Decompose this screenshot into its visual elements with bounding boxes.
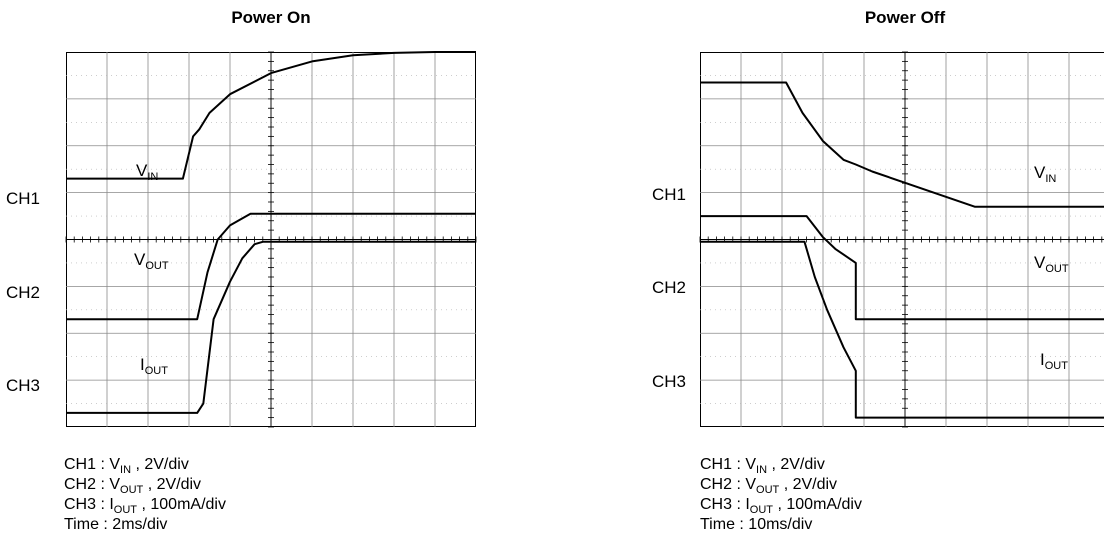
ch3-label: CH3 [652,372,687,391]
legend-rest: , 2V/div [131,456,189,473]
legend-sub: OUT [749,504,774,516]
trace-label-vin: VIN [136,161,159,183]
legend-row: Time : 2ms/div [64,515,226,535]
legend-sub: IN [120,464,132,476]
legend: CH1 : VIN , 2V/div CH2 : VOUT , 2V/div C… [64,455,226,535]
chart-title: Power Off [864,8,946,27]
legend-row: Time : 10ms/div [700,515,862,535]
trace-label-main: I [1040,350,1045,369]
ch1-label: CH1 [652,185,687,204]
trace-vout [66,212,476,321]
legend-prefix: CH3 : [700,496,746,513]
oscilloscope-plot [65,51,477,428]
legend-prefix: Time : 2ms/div [64,516,168,533]
legend-row: CH3 : IOUT , 100mA/div [64,495,226,516]
legend-sub: IN [756,464,768,476]
legend-prefix: Time : 10ms/div [700,516,813,533]
legend-rest: , 100mA/div [773,496,862,513]
legend-row: CH1 : VIN , 2V/div [700,455,862,476]
legend-rest: , 2V/div [143,476,202,493]
legend-row: CH1 : VIN , 2V/div [64,455,226,476]
trace-label-vout: VOUT [134,250,169,272]
trace-label-vout: VOUT [1034,253,1069,275]
trace-vin [66,51,476,180]
legend-row: CH2 : VOUT , 2V/div [700,475,862,496]
trace-label-iout: IOUT [140,355,168,377]
ch2-label: CH2 [6,283,41,302]
trace-label-iout: IOUT [1040,350,1068,372]
legend-main: V [745,456,757,473]
legend-row: CH3 : IOUT , 100mA/div [700,495,862,516]
trace-label-main: V [136,161,148,180]
legend-sub: OUT [120,484,144,496]
trace-label-sub: IN [147,171,159,183]
legend-main: V [109,476,121,493]
ch2-label: CH2 [652,278,687,297]
legend-prefix: CH2 : [64,476,110,493]
plot-area [65,51,477,428]
legend-main: I [745,496,750,513]
legend-sub: OUT [113,504,138,516]
legend: CH1 : VIN , 2V/div CH2 : VOUT , 2V/div C… [700,455,862,535]
legend-prefix: CH2 : [700,476,746,493]
legend-rest: , 2V/div [779,476,838,493]
trace-label-sub: IN [1045,173,1057,185]
chart-title: Power On [231,8,311,27]
trace-label-main: I [140,355,145,374]
legend-main: I [109,496,114,513]
trace-vin [700,81,1104,208]
ch1-label: CH1 [6,189,41,208]
plot-area [699,51,1104,428]
power-off-panel: Power Off CH1 CH2 CH3 VIN VOUT IOUT CH1 … [636,0,1104,558]
power-on-panel: Power On CH1 CH2 CH3 VIN VOUT IOUT CH1 :… [6,8,477,535]
oscilloscope-plot [699,51,1104,428]
trace-label-sub: OUT [1045,263,1069,275]
legend-sub: OUT [756,484,780,496]
legend-prefix: CH1 : [700,456,746,473]
trace-label-main: V [1034,253,1046,272]
trace-label-sub: OUT [1044,360,1068,372]
legend-prefix: CH1 : [64,456,110,473]
legend-rest: , 2V/div [767,456,825,473]
trace-label-main: V [1034,163,1046,182]
trace-label-main: V [134,250,146,269]
trace-label-vin: VIN [1034,163,1057,185]
trace-label-sub: OUT [144,365,168,377]
trace-vout [700,215,1104,321]
ch3-label: CH3 [6,376,41,395]
trace-iout [66,240,476,414]
legend-main: V [745,476,757,493]
legend-prefix: CH3 : [64,496,110,513]
trace-label-sub: OUT [145,260,169,272]
legend-rest: , 100mA/div [137,496,226,513]
trace-iout [700,240,1104,419]
legend-main: V [109,456,121,473]
legend-row: CH2 : VOUT , 2V/div [64,475,226,496]
